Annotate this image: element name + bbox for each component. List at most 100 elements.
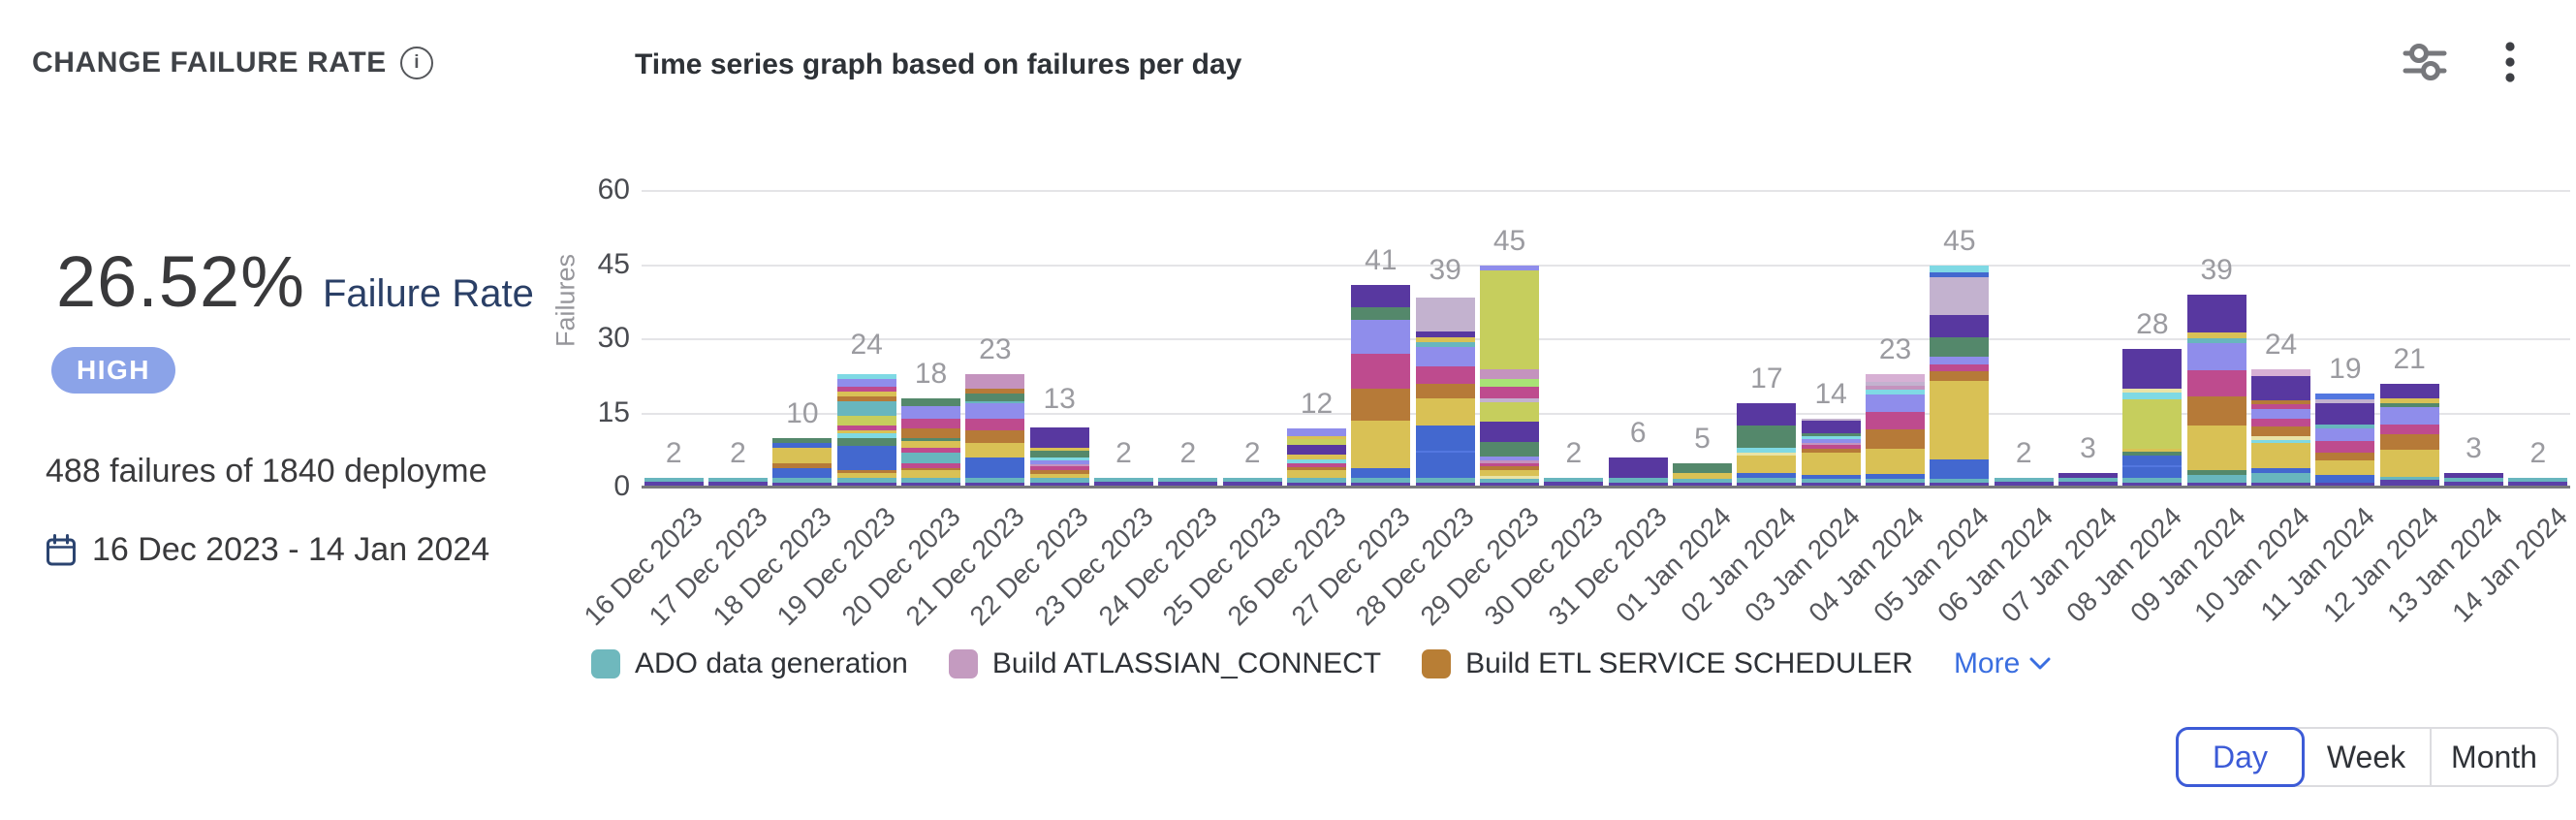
bar-segment-gold[interactable] <box>2379 398 2439 404</box>
bar-segment-teal[interactable] <box>1415 477 1475 483</box>
bar-segment-gold[interactable] <box>1029 448 1089 451</box>
bar-segment-orange[interactable] <box>2186 395 2246 426</box>
bar-segment-magenta[interactable] <box>1801 445 1861 450</box>
bar-segment-mauve[interactable] <box>1479 398 1540 402</box>
bar-segment-lightyellow[interactable] <box>2250 436 2311 440</box>
bar-segment-purple[interactable] <box>2122 482 2183 488</box>
bar-segment-orange[interactable] <box>900 427 961 439</box>
bar-segment-teal[interactable] <box>772 477 832 483</box>
bar-segment-green[interactable] <box>900 438 961 441</box>
bar-segment-teal[interactable] <box>1608 477 1668 483</box>
bar-segment-teal[interactable] <box>2250 472 2311 483</box>
bar-29-dec-2023[interactable] <box>1479 265 1540 488</box>
legend-item-1[interactable]: Build ATLASSIAN_CONNECT <box>948 647 1381 680</box>
bar-segment-olive[interactable] <box>1479 401 1540 423</box>
bar-segment-periwinkle[interactable] <box>1415 346 1475 367</box>
bar-segment-periwinkle[interactable] <box>2186 342 2246 370</box>
bar-segment-darkpurple[interactable] <box>1737 403 1797 426</box>
bar-05-jan-2024[interactable] <box>1930 265 1990 488</box>
bar-segment-gold[interactable] <box>772 448 832 463</box>
bar-segment-green[interactable] <box>2122 452 2183 456</box>
bar-segment-gold[interactable] <box>836 430 896 433</box>
bar-segment-darkpurple[interactable] <box>2315 403 2375 426</box>
bar-segment-purple[interactable] <box>1222 481 1282 488</box>
bar-segment-gold[interactable] <box>1415 398 1475 426</box>
bar-segment-orange[interactable] <box>1801 449 1861 454</box>
bar-segment-magenta[interactable] <box>900 462 961 468</box>
bar-segment-periwinkle[interactable] <box>2315 427 2375 441</box>
bar-segment-darkpurple[interactable] <box>1930 314 1990 337</box>
bar-segment-orange[interactable] <box>2250 400 2311 404</box>
bar-segment-green[interactable] <box>1479 441 1540 457</box>
bar-segment-pinklight[interactable] <box>2250 368 2311 376</box>
bar-segment-gold[interactable] <box>1672 472 1733 479</box>
bar-segment-teal[interactable] <box>644 477 704 482</box>
bar-segment-green[interactable] <box>900 398 961 406</box>
bar-segment-green[interactable] <box>2186 470 2246 476</box>
bar-segment-mauve[interactable] <box>1801 418 1861 422</box>
bar-segment-darkpurple[interactable] <box>2058 472 2119 478</box>
bar-segment-teal[interactable] <box>1801 478 1861 483</box>
bar-segment-darkpurple[interactable] <box>2250 375 2311 401</box>
bar-segment-darkpurple[interactable] <box>2443 472 2504 478</box>
bar-segment-blue[interactable] <box>1415 453 1475 478</box>
bar-25-dec-2023[interactable] <box>1222 477 1282 488</box>
bar-segment-gold[interactable] <box>1286 455 1347 460</box>
bar-segment-orange[interactable] <box>1029 470 1089 475</box>
bar-segment-green[interactable] <box>1351 306 1411 320</box>
bar-segment-purple[interactable] <box>1415 482 1475 488</box>
bar-segment-magenta[interactable] <box>1930 363 1990 372</box>
chart-settings-button[interactable] <box>2402 39 2448 85</box>
bar-06-jan-2024[interactable] <box>1994 477 2054 488</box>
bar-segment-teal[interactable] <box>2058 477 2119 482</box>
bar-segment-periwinkle[interactable] <box>1029 459 1089 464</box>
bar-segment-periwinkle[interactable] <box>900 405 961 419</box>
bar-segment-magenta[interactable] <box>1286 463 1347 467</box>
bar-segment-gold[interactable] <box>1286 435 1347 440</box>
bar-segment-periwinkle[interactable] <box>2379 407 2439 426</box>
bar-segment-magenta[interactable] <box>900 448 961 454</box>
bar-segment-teal[interactable] <box>2508 477 2568 482</box>
bar-03-jan-2024[interactable] <box>1801 418 1861 488</box>
bar-segment-cyan[interactable] <box>1801 435 1861 439</box>
bar-segment-olive[interactable] <box>1286 439 1347 446</box>
bar-segment-teal[interactable] <box>1737 477 1797 483</box>
bar-segment-gold[interactable] <box>2186 426 2246 471</box>
bar-segment-darkpurple[interactable] <box>1415 331 1475 337</box>
bar-segment-cyan[interactable] <box>1737 448 1797 454</box>
bar-segment-lightyellow[interactable] <box>1479 476 1540 480</box>
bar-segment-gold[interactable] <box>1351 421 1411 468</box>
bar-segment-magenta[interactable] <box>1351 354 1411 390</box>
bar-segment-blue[interactable] <box>1737 472 1797 478</box>
bar-segment-darkpurple[interactable] <box>1351 284 1411 307</box>
bar-segment-teal[interactable] <box>1093 477 1154 482</box>
bar-segment-purple[interactable] <box>965 482 1025 488</box>
bar-segment-magenta[interactable] <box>1865 412 1926 429</box>
bar-segment-orange[interactable] <box>836 470 896 473</box>
bar-segment-green[interactable] <box>836 438 896 446</box>
bar-segment-gold[interactable] <box>1415 336 1475 342</box>
bar-segment-darkpurple[interactable] <box>1608 457 1668 478</box>
bar-segment-orange[interactable] <box>1415 383 1475 399</box>
bar-segment-orange[interactable] <box>836 395 896 401</box>
bar-segment-magenta[interactable] <box>2186 369 2246 396</box>
bar-segment-lightyellow[interactable] <box>2122 389 2183 393</box>
bar-segment-purple[interactable] <box>1672 482 1733 488</box>
bar-27-dec-2023[interactable] <box>1351 284 1411 488</box>
bar-13-jan-2024[interactable] <box>2443 472 2504 488</box>
bar-segment-blue[interactable] <box>2122 466 2183 478</box>
bar-segment-periwinkle[interactable] <box>836 378 896 387</box>
bar-segment-teal[interactable] <box>836 477 896 483</box>
bar-segment-purple[interactable] <box>1930 482 1990 488</box>
bar-segment-gold[interactable] <box>1479 470 1540 477</box>
bar-segment-mauve[interactable] <box>2315 399 2375 404</box>
bar-segment-darkpurple[interactable] <box>1801 421 1861 433</box>
bar-segment-purple[interactable] <box>1351 482 1411 488</box>
bar-segment-teal[interactable] <box>1865 478 1926 483</box>
more-menu-button[interactable] <box>2487 39 2533 85</box>
bar-segment-mauve[interactable] <box>1865 382 1926 386</box>
bar-14-jan-2024[interactable] <box>2508 477 2568 488</box>
bar-segment-orange[interactable] <box>1286 466 1347 471</box>
bar-segment-cyan[interactable] <box>836 432 896 439</box>
bar-segment-purple[interactable] <box>644 481 704 488</box>
